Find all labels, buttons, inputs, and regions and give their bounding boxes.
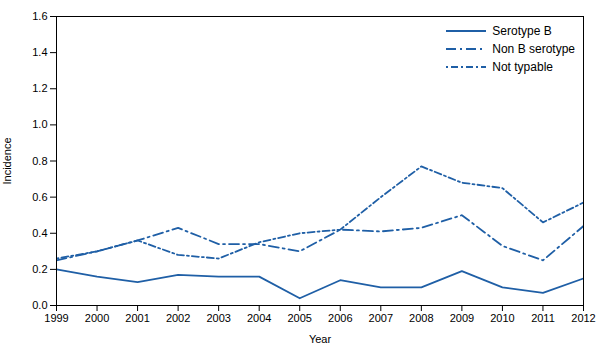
svg-text:2008: 2008 [409, 312, 433, 324]
svg-text:2000: 2000 [85, 312, 109, 324]
svg-text:2011: 2011 [531, 312, 555, 324]
svg-text:Incidence: Incidence [1, 137, 13, 184]
svg-text:1.2: 1.2 [32, 82, 47, 94]
svg-text:2001: 2001 [125, 312, 149, 324]
svg-text:Year: Year [309, 333, 332, 345]
svg-text:1.4: 1.4 [32, 46, 47, 58]
svg-text:2004: 2004 [247, 312, 271, 324]
svg-text:0.4: 0.4 [32, 227, 47, 239]
html-text:Non B serotype: Non B serotype [492, 42, 575, 56]
svg-text:1.0: 1.0 [32, 118, 47, 130]
svg-text:2007: 2007 [369, 312, 393, 324]
svg-text:2012: 2012 [571, 312, 595, 324]
svg-text:0.8: 0.8 [32, 155, 47, 167]
html-text:Not typable: Not typable [492, 60, 553, 74]
svg-text:2005: 2005 [287, 312, 311, 324]
svg-text:0.0: 0.0 [32, 299, 47, 311]
html-text:Serotype B: Serotype B [492, 24, 552, 38]
svg-text:0.2: 0.2 [32, 263, 47, 275]
svg-text:0.6: 0.6 [32, 191, 47, 203]
svg-text:1.6: 1.6 [32, 10, 47, 22]
svg-text:1999: 1999 [44, 312, 68, 324]
svg-text:2010: 2010 [490, 312, 514, 324]
svg-text:2002: 2002 [166, 312, 190, 324]
svg-text:2003: 2003 [206, 312, 230, 324]
svg-text:2006: 2006 [328, 312, 352, 324]
svg-text:2009: 2009 [450, 312, 474, 324]
